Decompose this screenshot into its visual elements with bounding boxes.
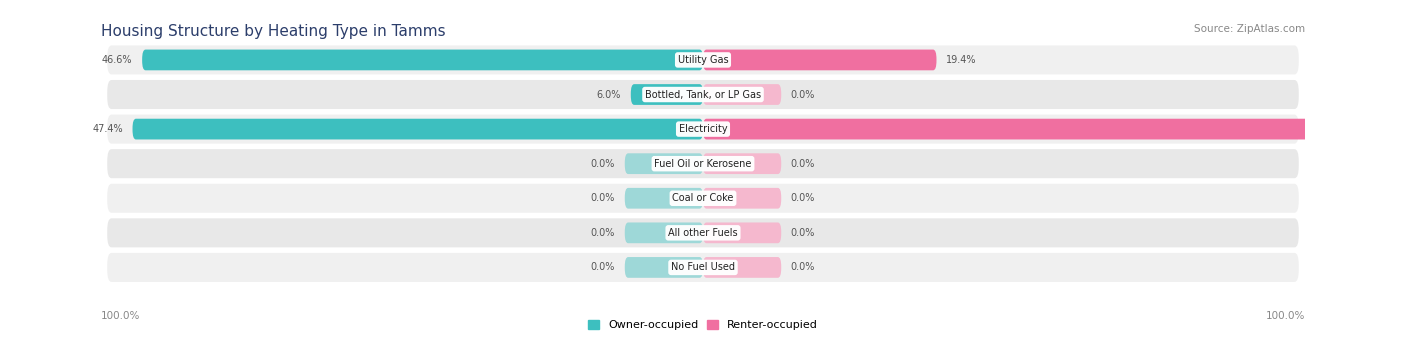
FancyBboxPatch shape [703,222,782,243]
FancyBboxPatch shape [142,49,703,70]
Text: Bottled, Tank, or LP Gas: Bottled, Tank, or LP Gas [645,90,761,100]
Legend: Owner-occupied, Renter-occupied: Owner-occupied, Renter-occupied [583,315,823,335]
FancyBboxPatch shape [107,253,1299,282]
Text: Electricity: Electricity [679,124,727,134]
Text: Utility Gas: Utility Gas [678,55,728,65]
Text: Housing Structure by Heating Type in Tamms: Housing Structure by Heating Type in Tam… [101,24,446,39]
FancyBboxPatch shape [631,84,703,105]
Text: 0.0%: 0.0% [790,159,815,169]
FancyBboxPatch shape [624,188,703,209]
Text: 46.6%: 46.6% [103,55,132,65]
Text: 6.0%: 6.0% [596,90,621,100]
FancyBboxPatch shape [107,115,1299,144]
Text: 0.0%: 0.0% [790,193,815,203]
Text: All other Fuels: All other Fuels [668,228,738,238]
Text: 100.0%: 100.0% [1265,311,1305,321]
FancyBboxPatch shape [703,119,1406,139]
FancyBboxPatch shape [703,49,936,70]
Text: 0.0%: 0.0% [790,263,815,272]
Text: 0.0%: 0.0% [591,263,616,272]
Text: 0.0%: 0.0% [591,228,616,238]
Text: 19.4%: 19.4% [946,55,977,65]
FancyBboxPatch shape [703,153,782,174]
Text: 0.0%: 0.0% [591,159,616,169]
FancyBboxPatch shape [624,222,703,243]
Text: Coal or Coke: Coal or Coke [672,193,734,203]
FancyBboxPatch shape [703,188,782,209]
Text: 100.0%: 100.0% [101,311,141,321]
FancyBboxPatch shape [107,149,1299,178]
Text: 0.0%: 0.0% [790,228,815,238]
Text: Source: ZipAtlas.com: Source: ZipAtlas.com [1194,24,1305,34]
Text: 0.0%: 0.0% [790,90,815,100]
FancyBboxPatch shape [703,84,782,105]
Text: No Fuel Used: No Fuel Used [671,263,735,272]
FancyBboxPatch shape [132,119,703,139]
FancyBboxPatch shape [107,184,1299,213]
FancyBboxPatch shape [107,80,1299,109]
FancyBboxPatch shape [703,257,782,278]
Text: 47.4%: 47.4% [93,124,122,134]
FancyBboxPatch shape [624,153,703,174]
Text: Fuel Oil or Kerosene: Fuel Oil or Kerosene [654,159,752,169]
FancyBboxPatch shape [107,218,1299,247]
FancyBboxPatch shape [107,45,1299,74]
Text: 0.0%: 0.0% [591,193,616,203]
FancyBboxPatch shape [624,257,703,278]
